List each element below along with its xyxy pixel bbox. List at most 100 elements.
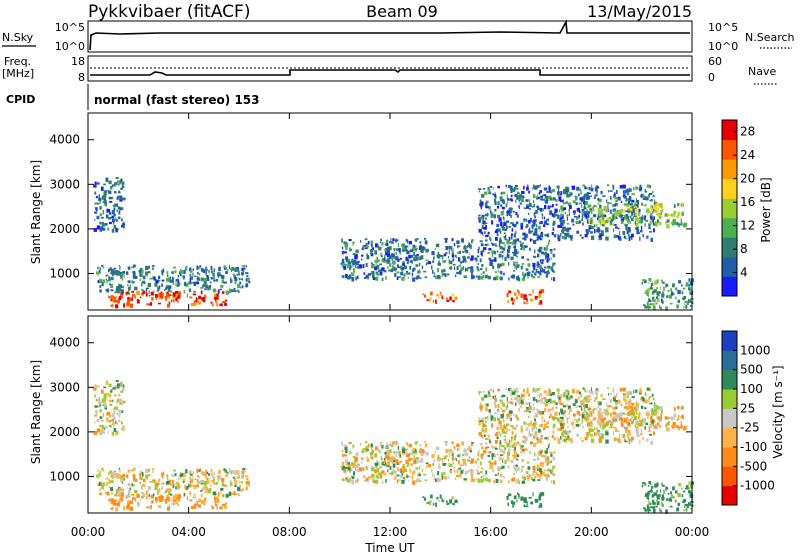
power-cell <box>562 199 564 203</box>
velocity-cell <box>597 401 600 404</box>
power-cell <box>666 219 670 223</box>
velocity-cell <box>506 414 510 417</box>
velocity-cell <box>222 494 225 497</box>
power-cell <box>165 278 169 282</box>
power-cell <box>653 205 657 210</box>
power-cell <box>537 194 539 197</box>
power-cell <box>108 216 112 220</box>
velocity-cell <box>556 388 560 392</box>
power-cell <box>642 214 644 218</box>
velocity-cell <box>628 401 630 406</box>
power-cell <box>451 250 454 253</box>
power-cell <box>551 213 554 217</box>
power-colorbar-segment <box>722 139 737 160</box>
power-cell <box>395 256 399 261</box>
velocity-cell <box>558 412 561 416</box>
velocity-cell <box>649 418 652 421</box>
power-cell <box>481 225 484 229</box>
velocity-cell <box>495 447 498 450</box>
velocity-cell <box>479 443 483 446</box>
velocity-cell <box>525 471 529 474</box>
velocity-cell <box>495 440 498 444</box>
power-cell <box>459 270 462 275</box>
velocity-cell <box>352 456 356 459</box>
power-cell <box>208 270 210 273</box>
power-cell <box>619 185 623 189</box>
velocity-cell <box>107 392 109 396</box>
velocity-cell <box>475 461 478 465</box>
power-cell <box>155 279 159 284</box>
velocity-cell <box>544 403 547 406</box>
power-cell <box>211 270 213 273</box>
power-cell <box>228 264 230 269</box>
power-cell <box>345 246 348 251</box>
velocity-cell <box>101 424 105 430</box>
power-cell <box>581 216 584 220</box>
power-cell <box>532 194 536 198</box>
velocity-cell <box>476 458 480 461</box>
power-cell <box>377 265 380 269</box>
velocity-cell <box>203 480 208 485</box>
velocity-cell <box>566 417 569 420</box>
power-cell <box>546 197 549 202</box>
velocity-cell <box>646 411 650 416</box>
velocity-cell <box>656 494 659 499</box>
velocity-cell <box>196 480 200 484</box>
velocity-cell <box>595 388 599 391</box>
velocity-cell <box>635 389 637 393</box>
power-cell <box>525 268 529 271</box>
velocity-cell <box>142 493 146 497</box>
velocity-cell <box>482 474 485 477</box>
power-cell <box>599 204 602 209</box>
power-cell <box>545 247 548 251</box>
power-cell <box>513 224 517 227</box>
power-cell <box>219 303 223 307</box>
power-cell <box>538 192 541 195</box>
velocity-cell <box>131 484 135 487</box>
velocity-cell <box>94 421 96 424</box>
power-cell <box>686 302 689 306</box>
velocity-cell <box>176 487 180 490</box>
power-cell <box>499 237 502 241</box>
velocity-cell <box>469 450 473 453</box>
power-cell <box>680 217 682 220</box>
power-cell <box>513 248 518 253</box>
velocity-cell <box>238 480 240 484</box>
power-cell <box>433 272 435 275</box>
velocity-cell <box>541 462 545 464</box>
power-cell <box>541 259 545 261</box>
power-cell <box>236 273 240 276</box>
velocity-cell <box>117 406 119 411</box>
velocity-cell <box>557 418 560 423</box>
velocity-cell <box>524 436 528 441</box>
power-cell <box>175 283 177 287</box>
velocity-cell <box>188 491 192 496</box>
velocity-cell <box>407 461 410 466</box>
power-cell <box>614 197 618 200</box>
power-cell <box>491 220 494 225</box>
velocity-cell <box>187 484 190 488</box>
velocity-cell <box>167 480 171 485</box>
power-cell <box>577 193 580 197</box>
velocity-cell <box>584 390 588 393</box>
power-cell <box>521 195 525 199</box>
power-cell <box>670 291 674 296</box>
velocity-cell <box>600 393 603 398</box>
power-cell <box>645 196 648 201</box>
velocity-cell <box>116 422 118 425</box>
velocity-cell <box>510 388 513 394</box>
velocity-cell <box>542 411 544 415</box>
power-cell <box>110 186 113 188</box>
power-cell <box>581 208 585 212</box>
power-cell <box>647 305 649 310</box>
power-cell <box>489 259 494 262</box>
power-cell <box>515 211 518 215</box>
power-cell <box>557 215 560 220</box>
velocity-cell <box>645 399 648 404</box>
velocity-cell <box>205 469 207 474</box>
velocity-cell <box>605 411 608 416</box>
velocity-cell <box>402 464 405 466</box>
power-cell <box>598 198 602 203</box>
velocity-cell <box>366 456 368 459</box>
velocity-cell <box>174 497 179 500</box>
